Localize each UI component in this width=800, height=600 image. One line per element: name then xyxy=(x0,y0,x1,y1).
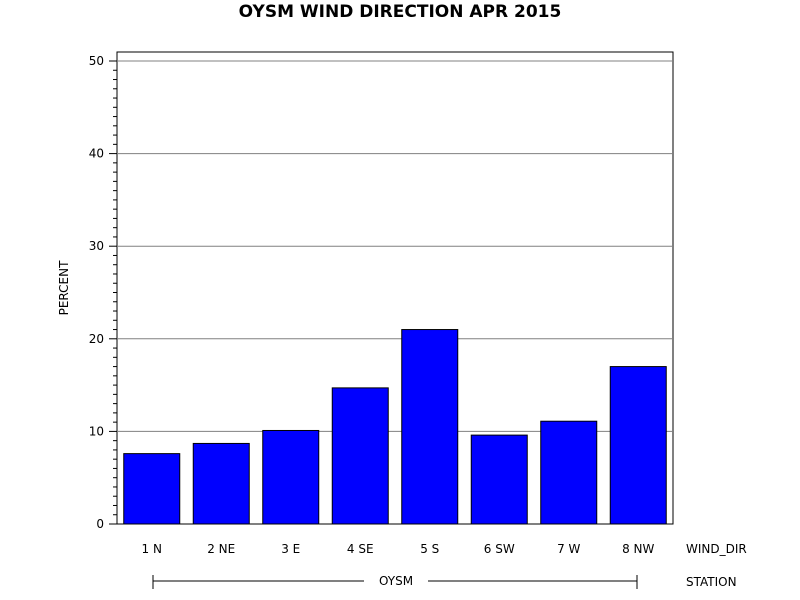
x-tick-label: 5 S xyxy=(420,542,439,556)
y-tick-label: 50 xyxy=(89,54,104,68)
x-tick-label: 4 SE xyxy=(347,542,374,556)
x-tick-label: 7 W xyxy=(557,542,580,556)
y-tick-label: 10 xyxy=(89,424,104,438)
x-tick-label: 6 SW xyxy=(484,542,515,556)
x-tick-labels: 1 N 2 NE 3 E 4 SE 5 S 6 SW 7 W 8 NW xyxy=(142,542,655,556)
y-tick-label: 0 xyxy=(96,517,104,531)
y-axis-label: PERCENT xyxy=(57,260,71,315)
bar xyxy=(470,434,528,525)
chart-title: OYSM WIND DIRECTION APR 2015 xyxy=(239,2,562,22)
x-tick-label: 3 E xyxy=(281,542,300,556)
bar xyxy=(262,429,320,525)
station-group-label: OYSM xyxy=(379,574,413,588)
bar xyxy=(331,387,389,525)
station-axis-label: STATION xyxy=(686,575,737,589)
station-group-bracket: OYSM xyxy=(152,574,638,589)
x-tick-label: 2 NE xyxy=(207,542,235,556)
y-tick-label: 30 xyxy=(89,239,104,253)
x-axis-label: WIND_DIR xyxy=(686,542,747,556)
x-tick-label: 8 NW xyxy=(622,542,654,556)
bar xyxy=(609,366,667,525)
bar xyxy=(192,442,250,525)
bars xyxy=(123,329,667,525)
y-tick-label: 40 xyxy=(89,147,104,161)
y-tick-label: 20 xyxy=(89,332,104,346)
x-tick-label: 1 N xyxy=(142,542,162,556)
bar xyxy=(401,329,459,525)
bar xyxy=(123,453,181,525)
y-axis-ticks: 0 10 20 30 40 50 xyxy=(89,54,117,531)
bar xyxy=(540,420,598,525)
